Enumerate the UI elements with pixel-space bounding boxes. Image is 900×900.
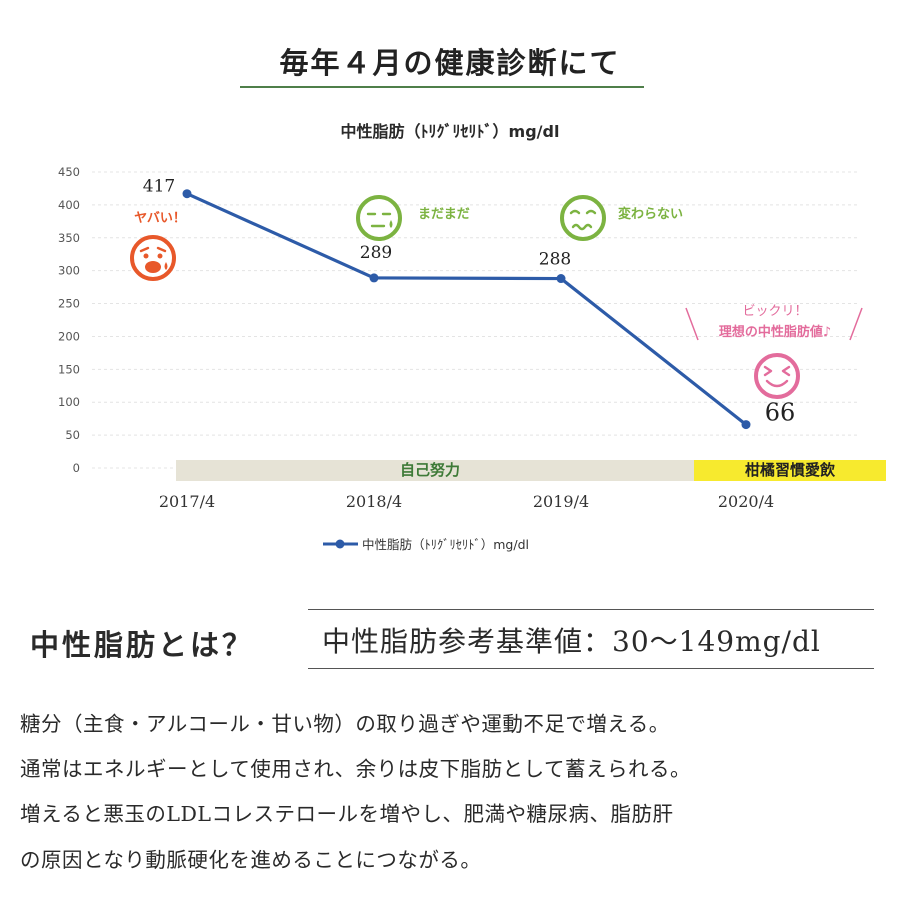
face-sweat	[389, 220, 393, 228]
face-worried-icon	[560, 195, 606, 241]
data-label: 289	[360, 243, 392, 263]
face-meh-icon	[356, 195, 402, 241]
y-tick-label: 50	[65, 428, 80, 442]
data-point	[369, 273, 379, 283]
page-title: 毎年４月の健康診断にて	[279, 46, 621, 80]
face-shocked-icon	[130, 235, 176, 281]
face-happy-icon	[754, 353, 800, 399]
description-line: 増えると悪玉のLDLコレステロールを増やし、肥満や糖尿病、脂肪肝	[20, 802, 674, 826]
y-tick-label: 300	[58, 264, 80, 278]
face-eye	[157, 253, 163, 259]
reference-value: 中性脂肪参考基準値：30〜149mg/dl	[322, 625, 821, 658]
y-tick-label: 350	[58, 231, 80, 245]
y-tick-label: 450	[58, 165, 80, 179]
data-label: 417	[143, 177, 175, 197]
definition-title: 中性脂肪とは？	[30, 628, 255, 662]
x-tick-label: 2020/4	[718, 492, 774, 511]
period-label: 柑橘習慣愛飲	[745, 461, 836, 479]
period-label: 自己努力	[400, 461, 460, 479]
face-sweat	[164, 262, 168, 270]
annotation-label: ヤバい！	[134, 211, 186, 226]
triglyceride-chart: 中性脂肪（ﾄﾘｸﾞﾘｾﾘﾄﾞ）mg/dl 0 50 100 150 200 250 300 35…	[58, 122, 886, 552]
description-line: 通常はエネルギーとして使用され、余りは皮下脂肪として蓄えられる。	[20, 757, 691, 781]
description-line: 糖分（主食・アルコール・甘い物）の取り過ぎや運動不足で増える。	[20, 712, 670, 736]
face-eyebrows	[139, 246, 167, 253]
y-tick-label: 250	[58, 297, 80, 311]
y-tick-label: 100	[58, 395, 80, 409]
y-tick-label: 0	[73, 461, 80, 475]
face-features	[569, 209, 597, 231]
title-underline	[240, 86, 644, 88]
y-tick-label: 200	[58, 329, 80, 343]
data-point	[182, 189, 192, 199]
x-tick-label: 2019/4	[533, 492, 589, 511]
y-tick-label: 150	[58, 362, 80, 376]
face-features	[366, 212, 392, 228]
face-mouth	[145, 261, 161, 273]
data-point	[556, 274, 566, 284]
x-tick-label: 2018/4	[346, 492, 402, 511]
x-tick-label: 2017/4	[159, 492, 215, 511]
annotation-label: ビックリ！	[742, 304, 807, 319]
legend-marker	[335, 539, 345, 549]
annotation-label: 変わらない	[618, 206, 683, 222]
legend-label: 中性脂肪（ﾄﾘｸﾞﾘｾﾘﾄﾞ）mg/dl	[362, 537, 529, 552]
annotation-label: まだまだ	[418, 207, 470, 222]
description-line: の原因となり動脈硬化を進めることにつながる。	[20, 848, 482, 872]
annotation-emphasis-lines	[685, 307, 863, 341]
face-eye	[143, 253, 149, 259]
data-point	[741, 420, 751, 430]
data-label: 288	[539, 250, 571, 270]
data-label: 66	[765, 399, 796, 427]
reference-value-box: 中性脂肪参考基準値：30〜149mg/dl	[308, 609, 874, 669]
chart-title: 中性脂肪（ﾄﾘｸﾞﾘｾﾘﾄﾞ）mg/dl	[341, 122, 560, 141]
series-line	[186, 192, 747, 426]
period-band-self-effort	[176, 460, 694, 481]
face-features	[763, 365, 791, 388]
y-tick-label: 400	[58, 198, 80, 212]
annotation-label: 理想の中性脂肪値♪	[719, 324, 831, 340]
period-band-citrus-habit	[694, 460, 886, 481]
